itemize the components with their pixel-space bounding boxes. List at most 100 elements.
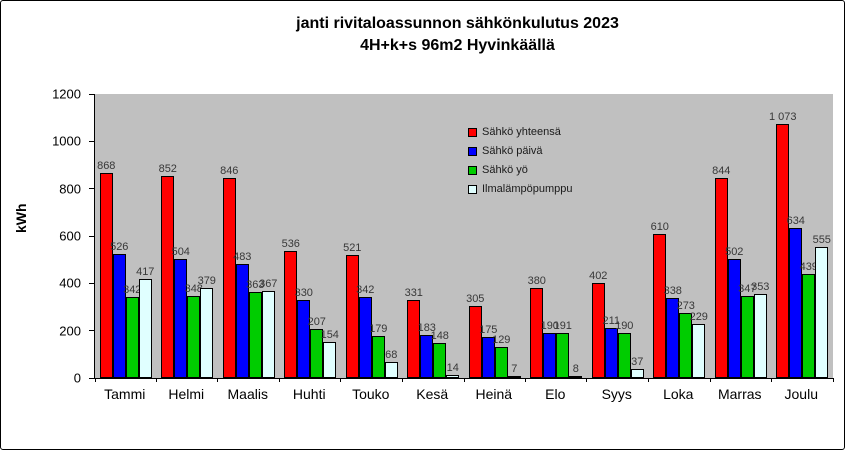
x-axis-label: Heinä — [475, 386, 513, 402]
y-tick-mark — [89, 282, 94, 284]
bar-value-label: 191 — [553, 319, 572, 332]
bar-group: 305 175 129 7 — [464, 94, 526, 379]
bar: 338 — [664, 285, 682, 378]
bar-group: 380 190 191 8 — [526, 94, 588, 379]
y-tick-label: 200 — [59, 323, 81, 339]
x-axis-label: Helmi — [168, 386, 205, 402]
bar: 1 073 — [769, 111, 797, 378]
bar-fill — [468, 305, 482, 378]
bar-value-label: 68 — [385, 348, 398, 361]
bar: 183 — [418, 322, 436, 378]
bar-fill — [284, 251, 298, 378]
bar-fill — [261, 291, 275, 378]
legend-label: Ilmalämpöpumppu — [482, 183, 573, 195]
bar: 402 — [589, 270, 607, 378]
legend-label: Sähkö yö — [482, 164, 528, 176]
bar-fill — [740, 295, 754, 378]
bar: 483 — [233, 251, 251, 378]
y-tick-mark — [89, 235, 94, 237]
bar-fill — [753, 294, 767, 378]
bar: 347 — [738, 283, 756, 378]
bar: 154 — [321, 329, 339, 378]
bar: 330 — [295, 287, 313, 378]
bar-value-label: 502 — [725, 246, 744, 259]
bar-fill — [679, 313, 693, 378]
legend-item: Sähkö päivä — [468, 145, 573, 157]
bar-fill — [358, 297, 372, 378]
bar-value-label: 129 — [492, 334, 511, 347]
bar-fill — [248, 292, 262, 378]
legend: Sähkö yhteensä Sähkö päivä Sähkö yö Ilmaläm… — [468, 126, 573, 195]
bar-group: 331 183 148 14 — [403, 94, 465, 378]
x-tick-mark — [832, 378, 834, 382]
bar: 7 — [507, 363, 521, 379]
bar-value-label: 844 — [712, 165, 731, 178]
bar-fill — [591, 282, 605, 378]
bar: 536 — [282, 238, 300, 378]
chart-title-line1: janti rivitaloassunnon sähkönkulutus 202… — [296, 15, 619, 32]
bar-fill — [187, 295, 201, 378]
bar: 526 — [110, 241, 128, 378]
bar-fill — [446, 374, 460, 378]
bar-value-label: 439 — [799, 261, 818, 274]
bar: 348 — [185, 283, 203, 378]
y-tick-mark — [89, 330, 94, 332]
bar-groups: 868 526 342 417 852 504 348 379 846 483 363 367 536 3… — [95, 94, 834, 379]
bar: 380 — [528, 275, 546, 378]
bar-value-label: 555 — [812, 233, 831, 246]
x-tick-mark — [402, 378, 403, 382]
bar-value-label: 273 — [676, 300, 695, 313]
y-tick-mark — [89, 93, 94, 95]
bar-fill — [161, 176, 175, 378]
bar-group: 846 483 363 367 — [218, 94, 280, 378]
bar: 417 — [136, 266, 154, 378]
bar-group: 1 073 634 439 555 — [769, 94, 834, 378]
bar-fill — [815, 246, 829, 378]
bar-value-label: 852 — [158, 163, 177, 176]
bar: 14 — [446, 362, 460, 378]
bar: 610 — [651, 221, 669, 378]
bar: 634 — [787, 215, 805, 378]
bar-fill — [174, 258, 188, 378]
x-axis-label: Kesä — [416, 386, 449, 402]
bar: 129 — [492, 334, 510, 378]
bar-fill — [630, 369, 644, 378]
bar-value-label: 14 — [446, 361, 459, 374]
legend-item: Ilmalämpöpumppu — [468, 183, 573, 195]
bar-value-label: 846 — [220, 164, 239, 177]
legend-swatch-icon — [468, 165, 477, 175]
bar-value-label: 7 — [511, 363, 518, 376]
bar-value-label: 179 — [369, 322, 388, 335]
bar-value-label: 521 — [343, 241, 362, 254]
bar-group: 852 504 348 379 — [157, 94, 219, 378]
bar-fill — [222, 177, 236, 378]
chart-title-line2: 4H+k+s 96m2 Hyvinkäällä — [360, 37, 555, 54]
bar-group: 536 330 207 154 — [280, 94, 342, 378]
bar-value-label: 353 — [751, 281, 770, 294]
bar-fill — [407, 299, 421, 378]
bar-fill — [727, 259, 741, 378]
bar-value-label: 380 — [527, 275, 546, 288]
bar-value-label: 154 — [320, 328, 339, 341]
bar-value-label: 305 — [466, 292, 485, 305]
bar-group: 844 502 347 353 — [710, 94, 772, 378]
bar: 190 — [541, 320, 559, 378]
legend-swatch-icon — [468, 184, 477, 194]
bar-value-label: 183 — [417, 321, 436, 334]
bar-value-label: 536 — [281, 238, 300, 251]
bar-value-label: 229 — [689, 310, 708, 323]
bar: 555 — [813, 234, 831, 378]
bar-fill — [384, 361, 398, 378]
legend-swatch-icon — [468, 127, 477, 137]
y-tick-label: 1000 — [52, 133, 81, 149]
bar-value-label: 342 — [123, 284, 142, 297]
bar-fill — [345, 254, 359, 378]
bar: 148 — [431, 330, 449, 378]
bar-fill — [200, 288, 214, 378]
x-tick-mark — [340, 378, 342, 382]
bar-value-label: 504 — [171, 245, 190, 258]
bar: 37 — [630, 356, 644, 378]
bar-fill — [507, 376, 521, 379]
x-tick-mark — [586, 378, 588, 382]
bar-group: 868 526 342 417 — [95, 94, 157, 378]
